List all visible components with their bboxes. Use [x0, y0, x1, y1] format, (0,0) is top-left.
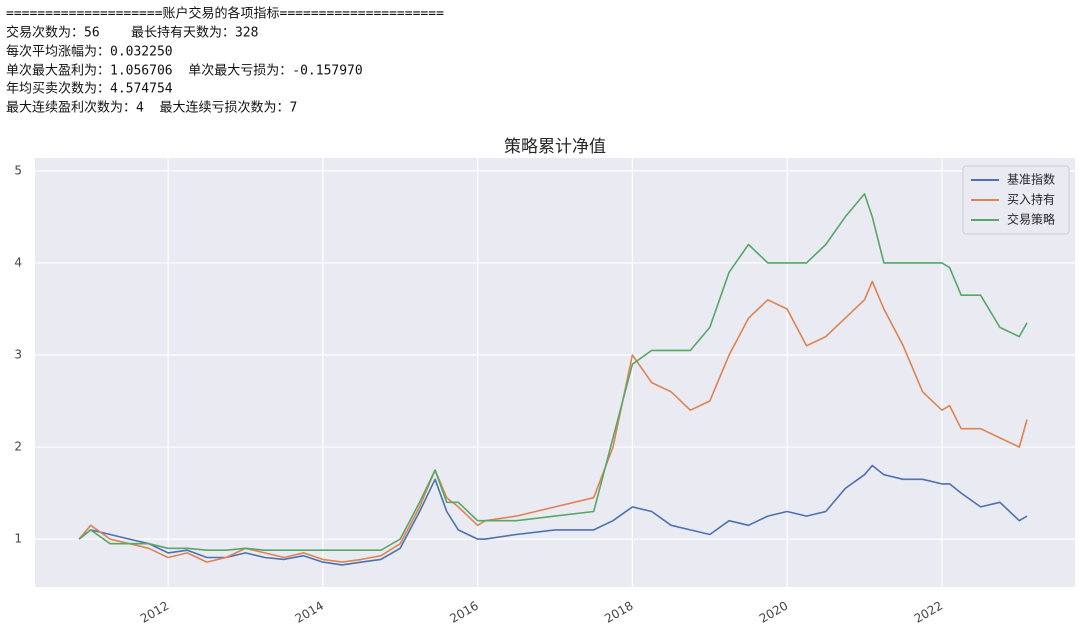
y-tick-label: 5 [14, 163, 22, 177]
plot-area [35, 158, 1075, 587]
series-line [78, 464, 1028, 566]
log-line: 交易次数为：56 最长持有天数为：328 [6, 25, 258, 41]
x-tick-label: 2016 [447, 599, 480, 626]
legend-box [962, 165, 1070, 235]
x-tick-label: 2012 [138, 599, 171, 626]
legend-label: 交易策略 [1007, 212, 1055, 227]
legend-label: 买入持有 [1007, 192, 1055, 207]
y-tick-label: 4 [14, 255, 22, 269]
y-tick-label: 1 [14, 532, 22, 546]
series-line [78, 280, 1028, 563]
log-line: ====================账户交易的各项指标===========… [6, 6, 444, 22]
legend-label: 基准指数 [1007, 172, 1055, 187]
log-line: 单次最大盈利为：1.056706 单次最大亏损为：-0.157970 [6, 63, 363, 79]
x-tick-label: 2020 [757, 599, 790, 626]
log-line: 年均买卖次数为：4.574754 [6, 81, 173, 97]
x-tick-label: 2014 [293, 599, 326, 626]
y-tick-label: 3 [14, 348, 22, 362]
x-tick-label: 2022 [912, 599, 945, 626]
series-line [78, 193, 1028, 551]
y-tick-label: 2 [14, 440, 22, 454]
x-tick-label: 2018 [602, 599, 635, 626]
log-line: 最大连续盈利次数为：4 最大连续亏损次数为：7 [6, 100, 297, 116]
chart-title: 策略累计净值 [504, 137, 606, 157]
log-line: 每次平均涨幅为：0.032250 [6, 44, 173, 60]
